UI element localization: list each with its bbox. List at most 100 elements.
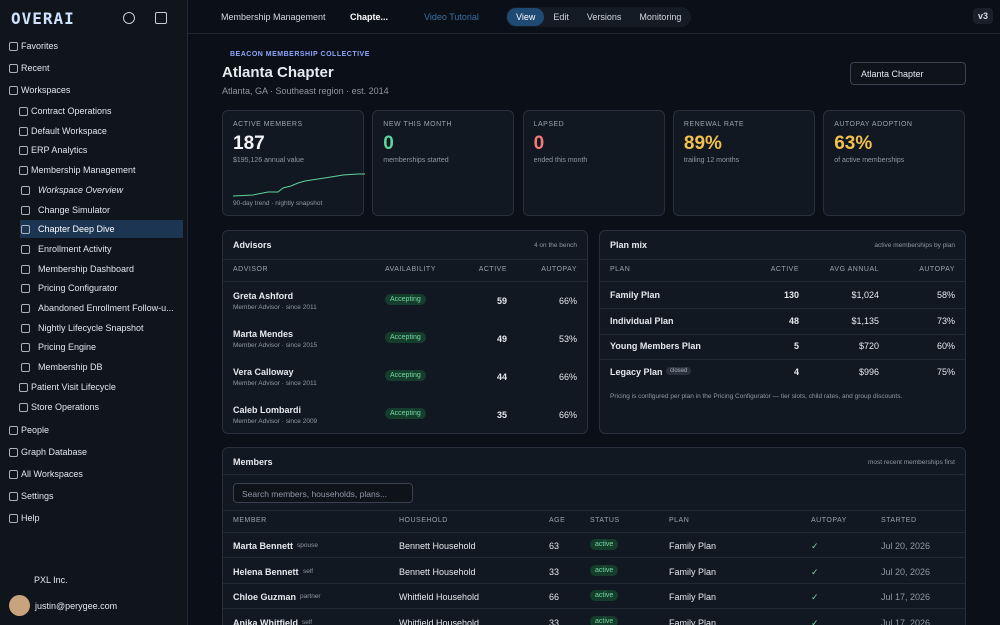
version[interactable]: v3 xyxy=(973,8,994,24)
plan-active: 130 xyxy=(783,290,799,300)
workspace-page[interactable]: Workspace Overview xyxy=(20,181,183,199)
plan-autopay: 60% xyxy=(936,341,955,351)
panel-note: 4 on the bench xyxy=(533,242,577,249)
workspace-page[interactable]: Membership DB xyxy=(20,358,183,376)
workspace[interactable]: Store Operations xyxy=(18,398,182,416)
nav-item[interactable]: Help xyxy=(8,509,182,527)
avatar xyxy=(9,595,30,616)
plan-active: 5 xyxy=(793,341,799,351)
chat-icon[interactable] xyxy=(155,12,167,24)
column-header: AVAILABILITY xyxy=(385,266,436,273)
workspace[interactable]: ERP Analytics xyxy=(18,141,182,159)
advisor-name[interactable]: Vera Calloway xyxy=(233,367,294,377)
member-name[interactable]: Helena Bennett xyxy=(233,566,299,577)
kpi-sub: trailing 12 months xyxy=(683,157,740,164)
tab[interactable]: Versions xyxy=(586,12,622,22)
member-role: partner xyxy=(300,593,321,600)
plan-avg: $1,024 xyxy=(851,290,879,300)
panel-note: most recent memberships first xyxy=(867,459,955,466)
advisor-role: Member Advisor · since 2009 xyxy=(233,418,318,425)
workspace-page[interactable]: Chapter Deep Dive xyxy=(20,220,183,239)
kpi-label: AUTOPAY ADOPTION xyxy=(834,121,913,128)
member-name[interactable]: Anika Whitfield xyxy=(233,617,298,625)
nav-item[interactable]: Settings xyxy=(8,487,182,505)
plan-avg: $720 xyxy=(858,341,879,351)
tab[interactable]: View xyxy=(507,8,545,26)
nav-item[interactable]: Favorites xyxy=(8,37,182,55)
page-title: Atlanta Chapter xyxy=(222,64,334,81)
workspace[interactable]: Default Workspace xyxy=(18,122,182,140)
breadcrumb[interactable]: Membership Management xyxy=(221,12,326,22)
member-role: self xyxy=(302,618,313,625)
column-header: PLAN xyxy=(669,517,690,524)
autopay: ✓ xyxy=(811,617,819,625)
nav-item[interactable]: Workspaces xyxy=(8,81,182,99)
column-header: AGE xyxy=(549,517,566,524)
workspace-page[interactable]: Membership Dashboard xyxy=(20,260,183,278)
autopay: 53% xyxy=(558,334,577,344)
tab[interactable]: Edit xyxy=(553,12,569,22)
plan-active: 48 xyxy=(788,315,799,326)
kpi-card: AUTOPAY ADOPTION 63% of active memberships xyxy=(823,110,966,216)
tabs: View Edit Versions Monitoring xyxy=(506,7,692,27)
advisor-name[interactable]: Caleb Lombardi xyxy=(233,405,302,415)
nav-item[interactable]: Graph Database xyxy=(8,443,182,461)
column-header: AUTOPAY xyxy=(541,266,577,273)
panel-title: Members xyxy=(233,457,273,467)
plan-name: Individual Plan xyxy=(610,315,674,326)
search-icon[interactable] xyxy=(123,12,135,24)
tab[interactable]: Monitoring xyxy=(639,12,682,22)
panel-title: Plan mix xyxy=(610,240,648,250)
advisor-role: Member Advisor · since 2015 xyxy=(233,342,318,349)
workspace[interactable]: Patient Visit Lifecycle xyxy=(18,378,182,396)
advisor-name[interactable]: Greta Ashford xyxy=(233,291,294,301)
kpi-card: NEW THIS MONTH 0 memberships started xyxy=(372,110,515,216)
workspace-page[interactable]: Pricing Configurator xyxy=(20,279,183,297)
kpi-value: 89% xyxy=(683,133,722,154)
workspace[interactable]: Membership Management xyxy=(18,161,182,179)
member-role: self xyxy=(303,567,314,575)
advisor-name[interactable]: Marta Mendes xyxy=(233,329,294,339)
nav-item[interactable]: People xyxy=(8,421,182,439)
subtitle: Atlanta, GA · Southeast region · est. 20… xyxy=(222,86,389,96)
nav-item[interactable]: Recent xyxy=(8,59,182,77)
status: active xyxy=(590,564,619,576)
advisor-role: Member Advisor · since 2011 xyxy=(233,380,317,387)
breadcrumb[interactable]: Chapte... xyxy=(350,12,389,22)
divider xyxy=(223,510,965,511)
availability: Accepting xyxy=(385,370,426,381)
workspace-page[interactable]: Change Simulator xyxy=(20,201,183,219)
workspace[interactable]: Contract Operations xyxy=(18,102,182,120)
topbar: Membership Management Chapte... Video Tu… xyxy=(188,0,1000,34)
kpi-sub: $195,126 annual value xyxy=(233,157,304,164)
workspace-page[interactable]: Pricing Engine xyxy=(20,338,183,356)
advisor-role: Member Advisor · since 2011 xyxy=(233,304,317,311)
nav-item[interactable]: All Workspaces xyxy=(8,465,182,483)
divider xyxy=(223,474,965,475)
column-header: ACTIVE xyxy=(770,266,799,273)
column-header: STARTED xyxy=(881,517,917,524)
chapter-select[interactable]: Atlanta Chapter xyxy=(850,62,966,85)
household: Whitfield Household xyxy=(399,617,480,625)
workspace-page[interactable]: Nightly Lifecycle Snapshot xyxy=(20,319,183,337)
kpi-label: ACTIVE MEMBERS xyxy=(233,121,303,128)
member-name[interactable]: Chloe Guzman xyxy=(233,592,297,602)
kpi-value: 187 xyxy=(233,133,265,154)
search-input[interactable]: Search members, households, plans... xyxy=(233,483,413,503)
member-name[interactable]: Marta Bennett xyxy=(233,541,294,551)
kpi-card: ACTIVE MEMBERS 187 $195,126 annual value 90… xyxy=(222,110,365,216)
availability: Accepting xyxy=(385,294,426,305)
video-tutorial[interactable]: Video Tutorial xyxy=(424,12,479,22)
status: active xyxy=(590,539,619,550)
kpi-label: RENEWAL RATE xyxy=(683,121,745,128)
divider xyxy=(600,259,965,260)
divider xyxy=(600,308,965,309)
workspace-page[interactable]: Enrollment Activity xyxy=(20,240,183,258)
divider xyxy=(600,333,965,335)
plan-autopay: 75% xyxy=(936,366,955,377)
active-count: 44 xyxy=(496,372,507,382)
workspace-page[interactable]: Abandoned Enrollment Follow-u... xyxy=(20,299,183,317)
divider xyxy=(223,281,587,282)
active-count: 59 xyxy=(496,296,507,306)
user[interactable]: justin@perygee.com xyxy=(35,601,118,611)
